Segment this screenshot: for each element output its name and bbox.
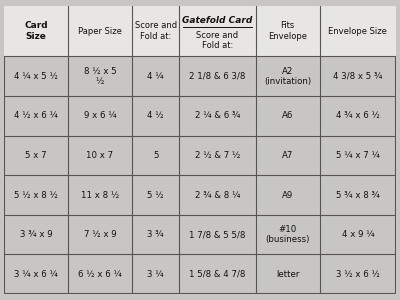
Text: 3 ¾: 3 ¾: [147, 230, 164, 239]
Text: 7 ½ x 9: 7 ½ x 9: [84, 230, 116, 239]
Text: 5 ½ x 8 ½: 5 ½ x 8 ½: [14, 190, 58, 200]
Text: 5 ¼ x 7 ¼: 5 ¼ x 7 ¼: [336, 151, 380, 160]
Text: 4 ½ x 6 ¼: 4 ½ x 6 ¼: [14, 111, 58, 120]
Text: 5 ½: 5 ½: [147, 190, 164, 200]
Text: 4 3/8 x 5 ¾: 4 3/8 x 5 ¾: [333, 72, 382, 81]
Text: #10
(business): #10 (business): [266, 225, 310, 244]
Text: A9: A9: [282, 190, 293, 200]
Text: 6 ½ x 6 ¼: 6 ½ x 6 ¼: [78, 270, 122, 279]
Text: 3 ¾ x 9: 3 ¾ x 9: [20, 230, 52, 239]
Text: Score and
Fold at:: Score and Fold at:: [134, 22, 177, 41]
Text: letter: letter: [276, 270, 299, 279]
Text: 5: 5: [153, 151, 158, 160]
Text: 2 ½ & 7 ½: 2 ½ & 7 ½: [195, 151, 240, 160]
Text: 5 ¾ x 8 ¾: 5 ¾ x 8 ¾: [336, 190, 380, 200]
Text: 2 1/8 & 6 3/8: 2 1/8 & 6 3/8: [189, 72, 246, 81]
Text: Paper Size: Paper Size: [78, 27, 122, 36]
Text: A2
(invitation): A2 (invitation): [264, 67, 311, 86]
Text: 5 x 7: 5 x 7: [25, 151, 47, 160]
Text: 11 x 8 ½: 11 x 8 ½: [81, 190, 119, 200]
Text: 4 ¾ x 6 ½: 4 ¾ x 6 ½: [336, 111, 380, 120]
Text: 3 ¼ x 6 ¼: 3 ¼ x 6 ¼: [14, 270, 58, 279]
Text: 1 7/8 & 5 5/8: 1 7/8 & 5 5/8: [189, 230, 246, 239]
Text: Score and
Fold at:: Score and Fold at:: [196, 31, 238, 50]
Text: A7: A7: [282, 151, 293, 160]
Text: Envelope Size: Envelope Size: [328, 27, 387, 36]
Text: 1 5/8 & 4 7/8: 1 5/8 & 4 7/8: [189, 270, 246, 279]
Bar: [4, 6, 396, 56]
Text: 3 ¼: 3 ¼: [147, 270, 164, 279]
Text: 4 x 9 ¼: 4 x 9 ¼: [342, 230, 374, 239]
Text: 4 ½: 4 ½: [147, 111, 164, 120]
Text: 2 ¾ & 8 ¼: 2 ¾ & 8 ¼: [195, 190, 240, 200]
Text: A6: A6: [282, 111, 293, 120]
Text: 2 ¼ & 6 ¾: 2 ¼ & 6 ¾: [195, 111, 240, 120]
Text: 10 x 7: 10 x 7: [86, 151, 114, 160]
Text: 3 ½ x 6 ½: 3 ½ x 6 ½: [336, 270, 380, 279]
Text: Fits
Envelope: Fits Envelope: [268, 22, 307, 41]
Text: 4 ¼ x 5 ½: 4 ¼ x 5 ½: [14, 72, 58, 81]
Text: 8 ½ x 5
½: 8 ½ x 5 ½: [84, 67, 116, 86]
Text: Gatefold Card: Gatefold Card: [182, 16, 253, 25]
Text: 4 ¼: 4 ¼: [147, 72, 164, 81]
Text: Card
Size: Card Size: [24, 22, 48, 41]
Text: 9 x 6 ¼: 9 x 6 ¼: [84, 111, 116, 120]
